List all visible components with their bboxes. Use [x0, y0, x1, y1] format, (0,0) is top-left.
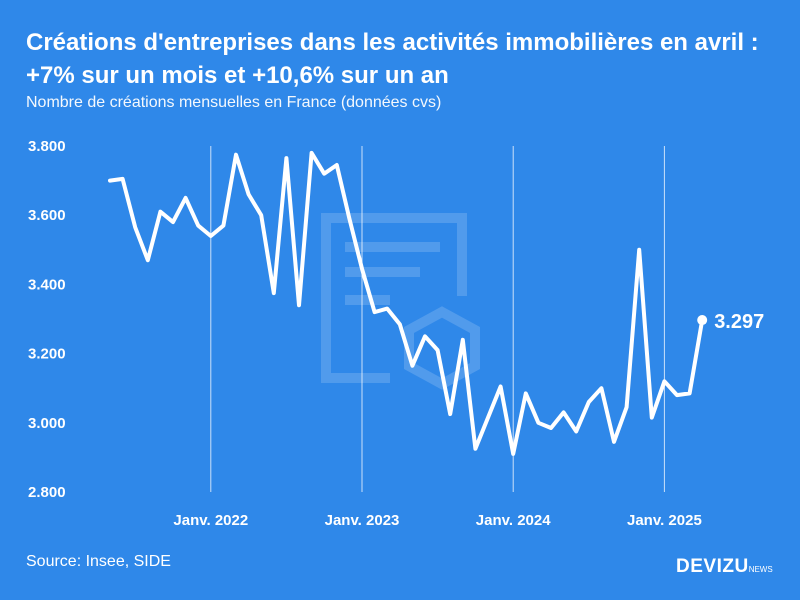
- brand-suffix: NEWS: [748, 565, 773, 574]
- chart-title-line-1: Créations d'entreprises dans les activit…: [26, 29, 759, 56]
- chart-title-line-2: +7% sur un mois et +10,6% sur un an: [26, 62, 449, 89]
- chart-title: Créations d'entreprises dans les activit…: [26, 26, 786, 92]
- brand-name: DEVIZU: [676, 556, 749, 577]
- y-tick-label: 3.600: [28, 207, 66, 224]
- last-value-marker: [697, 315, 708, 326]
- x-tick-label: Janv. 2024: [476, 512, 551, 529]
- brand-logo: DEVIZUNEWS: [676, 556, 773, 578]
- chart-subtitle: Nombre de créations mensuelles en France…: [26, 94, 442, 111]
- y-tick-label: 3.000: [28, 415, 66, 432]
- y-tick-label: 3.200: [28, 346, 66, 363]
- x-tick-label: Janv. 2025: [627, 512, 702, 529]
- y-tick-label: 3.400: [28, 276, 66, 293]
- source-note: Source: Insee, SIDE: [26, 553, 171, 570]
- last-value-label: 3.297: [714, 311, 764, 333]
- y-tick-label: 2.800: [28, 484, 66, 501]
- y-tick-label: 3.800: [28, 138, 66, 155]
- x-tick-label: Janv. 2023: [325, 512, 400, 529]
- watermark-logo-icon: [321, 213, 480, 390]
- series-line: [108, 150, 705, 456]
- x-tick-label: Janv. 2022: [173, 512, 248, 529]
